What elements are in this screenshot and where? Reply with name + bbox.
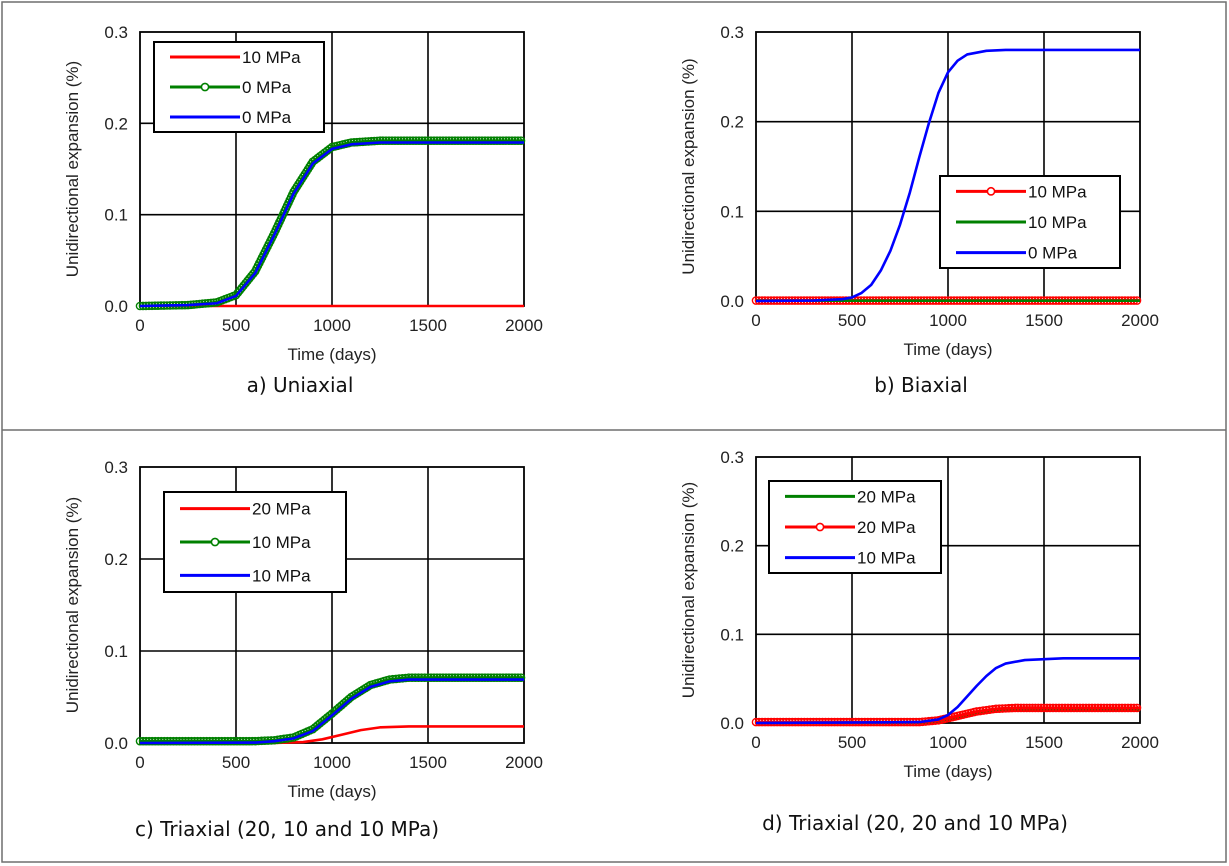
y-tick-label: 0.2: [104, 550, 128, 569]
chart-panel-biaxial: 0 500 1000 1500 2000 0.0 0.1 0.2 0.3 Time (days) U…: [679, 23, 1159, 397]
legend-label: 10 MPa: [242, 48, 301, 67]
legend-label: 0 MPa: [242, 78, 292, 97]
x-tick-label: 1000: [929, 733, 967, 752]
panel-caption: b) Biaxial: [874, 373, 968, 397]
legend: 20 MPa 10 MPa 10 MPa: [163, 491, 347, 593]
y-axis-label: Unidirectional expansion (%): [63, 497, 82, 713]
y-tick-label: 0.3: [104, 23, 128, 42]
chart-panel-triaxial-20-20-10: 0 500 1000 1500 2000 0.0 0.1 0.2 0.3 Time (days) U…: [679, 448, 1159, 835]
y-tick-label: 0.2: [720, 537, 744, 556]
y-tick-label: 0.3: [720, 23, 744, 42]
legend-marker: [986, 186, 996, 196]
series-line: [755, 48, 1140, 303]
x-tick-label: 2000: [1121, 733, 1159, 752]
x-tick-label: 0: [135, 753, 144, 772]
x-axis-label: Time (days): [903, 762, 992, 781]
x-tick-label: 500: [222, 316, 250, 335]
series-0-mpa-2: [139, 141, 524, 308]
x-tick-label: 1000: [313, 316, 351, 335]
series-line: [140, 725, 524, 745]
x-tick-label: 0: [751, 733, 760, 752]
x-tick-label: 1000: [929, 311, 967, 330]
y-tick-label: 0.0: [720, 292, 744, 311]
panel-caption: d) Triaxial (20, 20 and 10 MPa): [762, 811, 1068, 835]
y-tick-label: 0.1: [104, 642, 128, 661]
series-line: [139, 141, 524, 308]
y-axis-label: Unidirectional expansion (%): [679, 482, 698, 698]
x-tick-label: 0: [751, 311, 760, 330]
series-10-mpa-2: [139, 678, 524, 745]
series-line: [755, 656, 1140, 725]
legend-label: 20 MPa: [252, 500, 311, 519]
legend-label: 0 MPa: [242, 108, 292, 127]
x-tick-label: 1500: [1025, 733, 1063, 752]
x-axis-label: Time (days): [903, 340, 992, 359]
y-tick-label: 0.1: [104, 206, 128, 225]
y-tick-label: 0.2: [104, 114, 128, 133]
panel-caption: a) Uniaxial: [247, 373, 354, 397]
x-tick-label: 1500: [409, 316, 447, 335]
legend: 10 MPa 0 MPa 0 MPa: [153, 41, 325, 133]
plot-frame: [139, 466, 525, 744]
y-tick-label: 0.0: [104, 297, 128, 316]
legend-marker: [200, 82, 210, 92]
plot-frame: [755, 456, 1141, 724]
legend-label: 20 MPa: [857, 518, 916, 537]
series-10-mpa-2: [755, 656, 1140, 725]
y-axis-label: Unidirectional expansion (%): [679, 58, 698, 274]
x-axis-label: Time (days): [287, 345, 376, 364]
x-tick-label: 1500: [1025, 311, 1063, 330]
y-tick-label: 0.0: [104, 734, 128, 753]
x-tick-label: 2000: [1121, 311, 1159, 330]
x-tick-label: 500: [838, 311, 866, 330]
series-line: [139, 678, 524, 745]
y-tick-label: 0.3: [720, 448, 744, 467]
legend: 20 MPa 20 MPa 10 MPa: [768, 480, 942, 574]
y-tick-label: 0.3: [104, 458, 128, 477]
y-tick-label: 0.0: [720, 714, 744, 733]
legend-label: 10 MPa: [1028, 213, 1087, 232]
series-20-mpa-0: [140, 725, 524, 745]
legend-label: 20 MPa: [857, 487, 916, 506]
x-axis-label: Time (days): [287, 782, 376, 801]
chart-panel-triaxial-20-10-10: 0 500 1000 1500 2000 0.0 0.1 0.2 0.3 Time (days) U…: [63, 458, 543, 841]
series-0-mpa-2: [755, 48, 1140, 303]
y-axis-label: Unidirectional expansion (%): [63, 61, 82, 277]
y-tick-label: 0.2: [720, 113, 744, 132]
x-tick-label: 2000: [505, 316, 543, 335]
y-tick-label: 0.1: [720, 625, 744, 644]
legend-marker: [210, 537, 220, 547]
chart-panel-uniaxial: 0 500 1000 1500 2000 0.0 0.1 0.2 0.3 Time (days) U…: [63, 23, 543, 397]
x-tick-label: 500: [838, 733, 866, 752]
panel-caption: c) Triaxial (20, 10 and 10 MPa): [135, 817, 439, 841]
legend-label: 10 MPa: [252, 533, 311, 552]
legend-label: 0 MPa: [1028, 244, 1078, 263]
legend-label: 10 MPa: [857, 549, 916, 568]
legend-marker: [815, 522, 825, 532]
legend-label: 10 MPa: [252, 566, 311, 585]
x-tick-label: 500: [222, 753, 250, 772]
legend-label: 10 MPa: [1028, 182, 1087, 201]
x-tick-label: 1000: [313, 753, 351, 772]
x-tick-label: 0: [135, 316, 144, 335]
x-tick-label: 2000: [505, 753, 543, 772]
x-tick-label: 1500: [409, 753, 447, 772]
legend: 10 MPa 10 MPa 0 MPa: [939, 175, 1121, 269]
y-tick-label: 0.1: [720, 202, 744, 221]
